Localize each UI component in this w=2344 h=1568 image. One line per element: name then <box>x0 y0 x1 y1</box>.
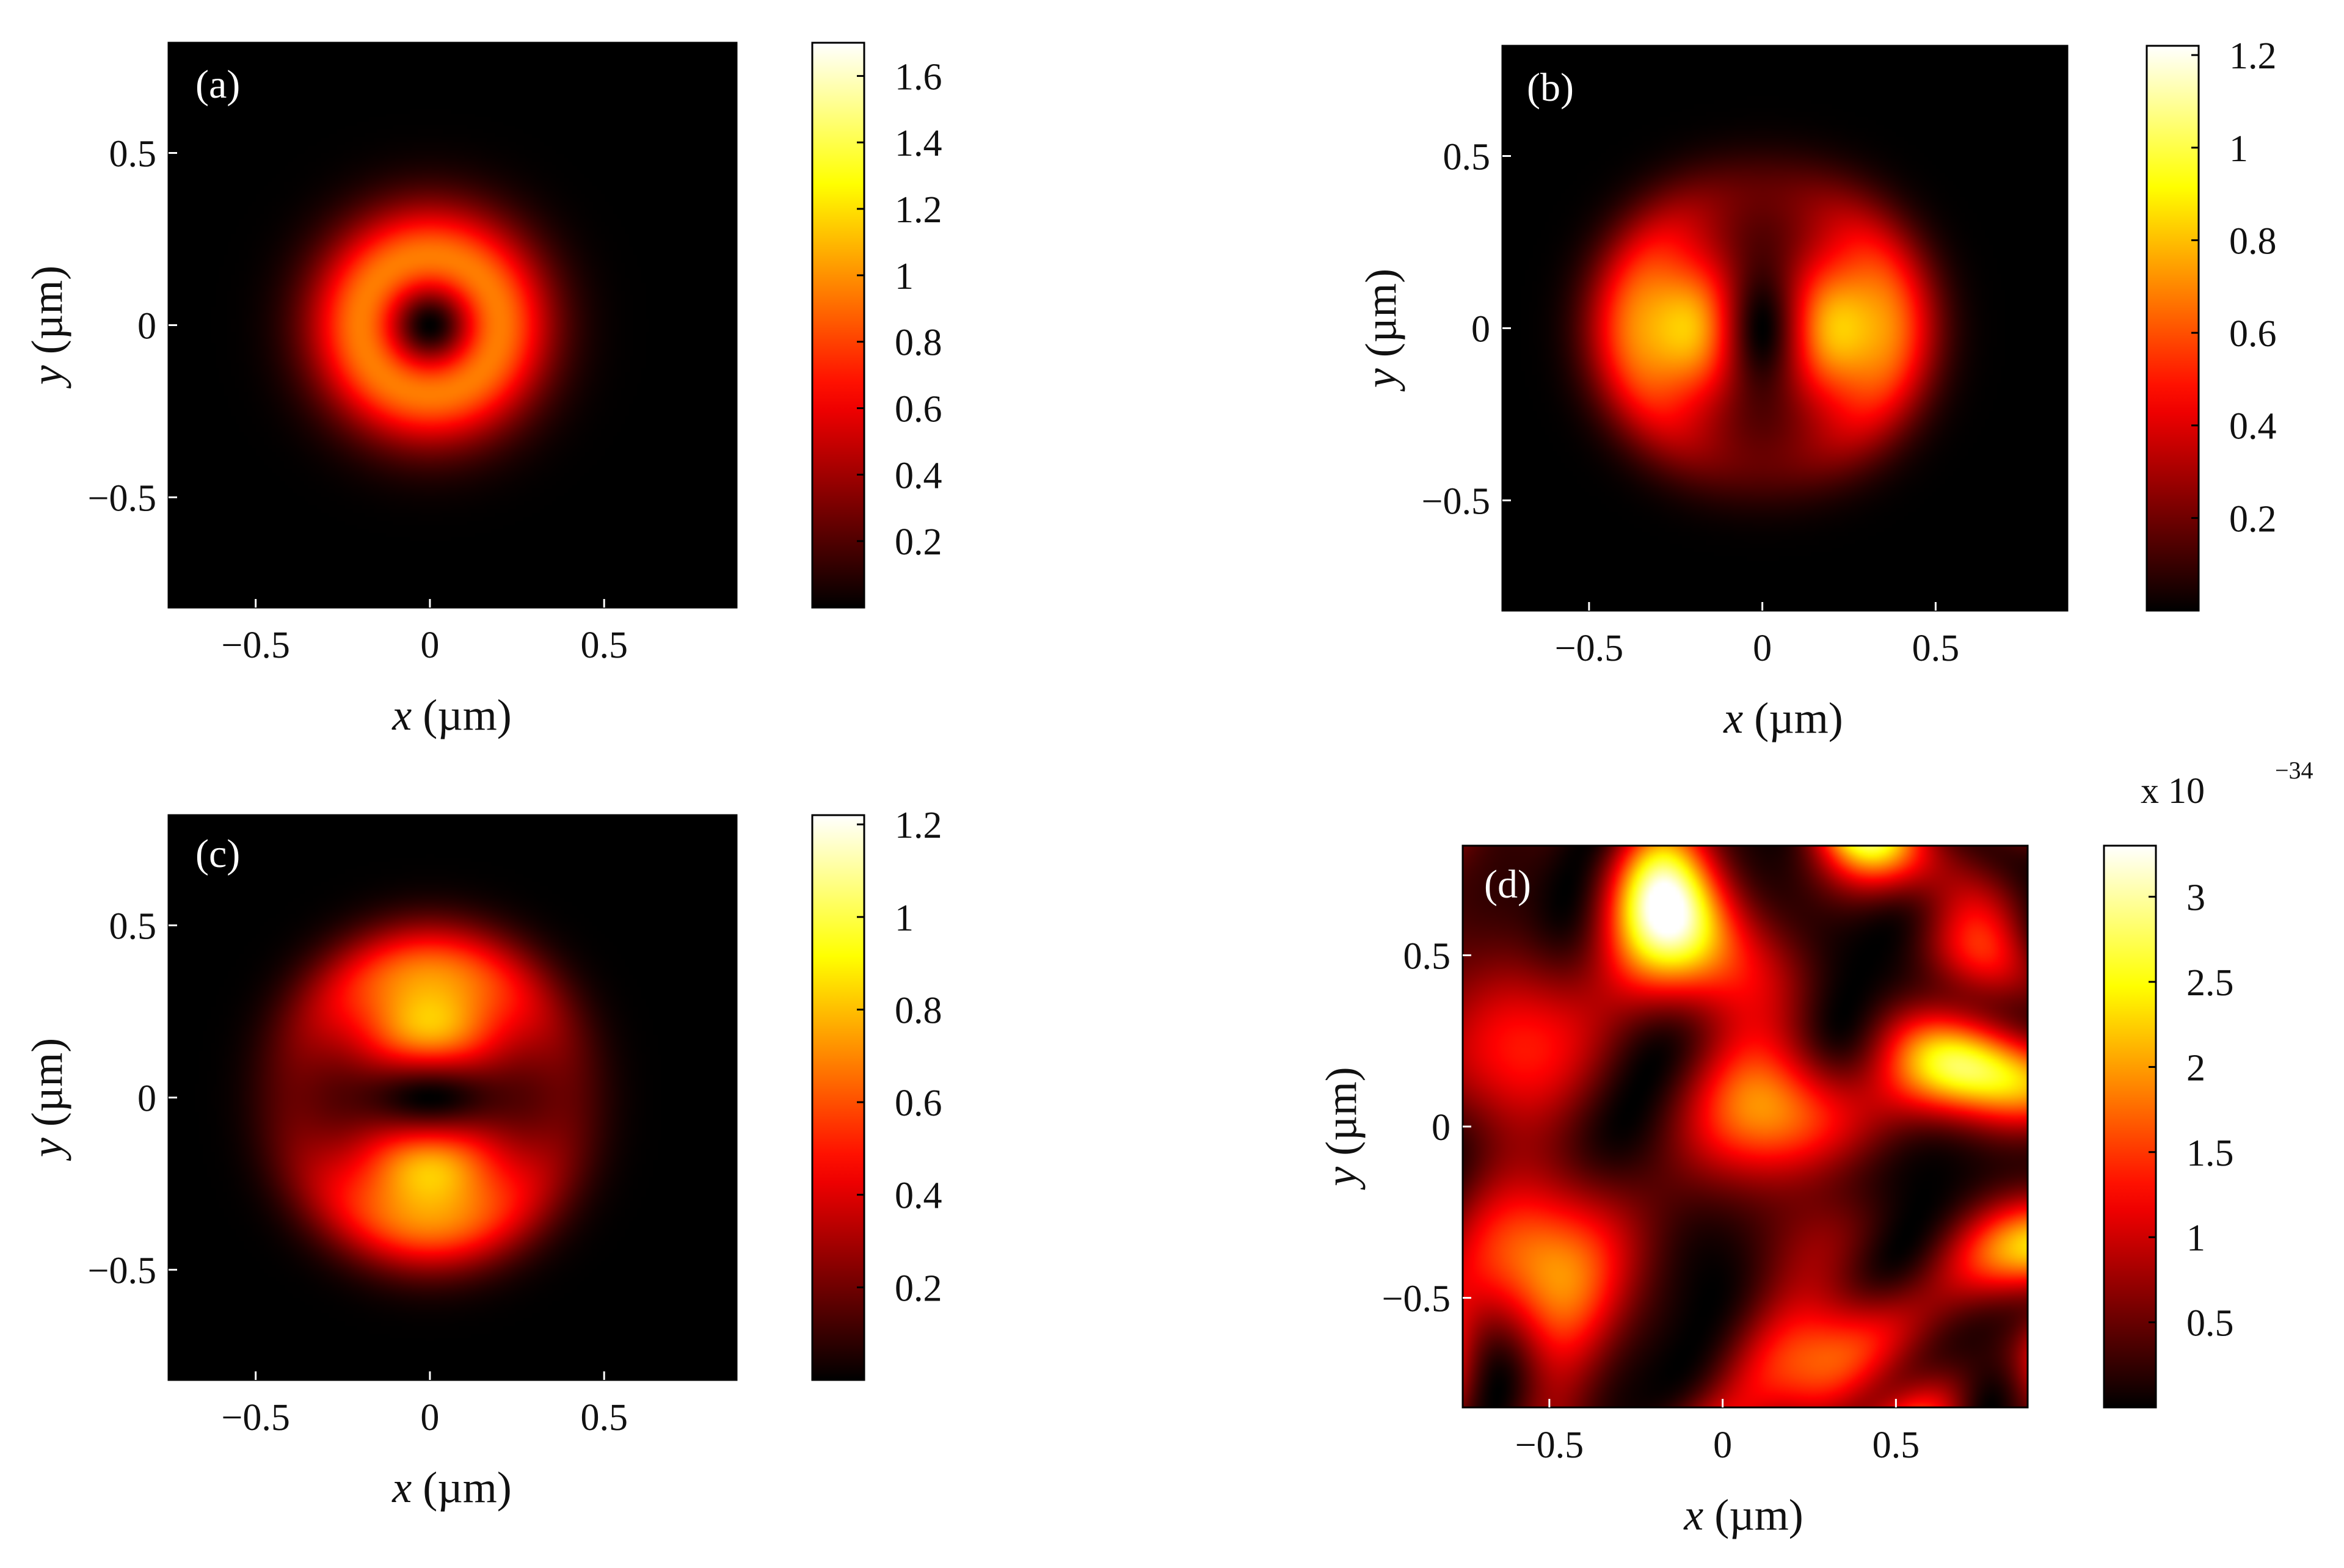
colorbar-tick-label: 0.8 <box>895 322 942 364</box>
colorbar-tick-label: 0.6 <box>2229 313 2277 355</box>
colorbar-tick-label: 0.5 <box>2186 1303 2234 1345</box>
colorbar-tick-label: 3 <box>2186 877 2205 919</box>
x-tick-label: 0.5 <box>580 625 628 666</box>
colorbar-tick-label: 0.4 <box>2229 406 2277 448</box>
panel-b: −0.5 0 0.5−0.500.5x (µm)y (µm)(b)0.20.40.6… <box>1356 35 2277 742</box>
x-axis-label: x (µm) <box>1723 694 1843 742</box>
y-tick-label: −0.5 <box>1382 1278 1450 1319</box>
y-tick-label: 0.5 <box>109 133 157 175</box>
colorbar-tick-label: 0.6 <box>895 1083 942 1124</box>
colorbar-tick-label: 0.4 <box>895 455 942 496</box>
colorbar-tick-label: 2 <box>2186 1047 2205 1089</box>
colorbar-tick-label: 0.8 <box>2229 220 2277 262</box>
x-axis-var: x <box>1723 694 1743 742</box>
y-axis-label: y (µm) <box>1356 269 1405 392</box>
x-tick-label: 0 <box>1753 628 1772 669</box>
x-tick-label: 0.5 <box>1912 628 1960 669</box>
x-axis-var: x <box>391 691 412 739</box>
y-tick-label: 0.5 <box>109 906 157 947</box>
colorbar-tick-label: 0.2 <box>895 1268 942 1309</box>
colorbar-tick-label: 2.5 <box>2186 962 2234 1004</box>
heatmap-image <box>1502 46 2067 611</box>
y-tick-label: −0.5 <box>88 478 156 520</box>
x-tick-label: 0 <box>420 625 439 666</box>
colorbar-tick-label: 1.2 <box>2229 35 2277 77</box>
colorbar-tick-label: 0.2 <box>2229 498 2277 540</box>
y-tick-label: 0 <box>137 1078 156 1120</box>
colorbar-tick-label: 1.4 <box>895 123 942 164</box>
panel-label: (b) <box>1527 65 1574 110</box>
colorbar-tick-label: 1 <box>895 256 914 297</box>
y-axis-label: y (µm) <box>23 1038 71 1161</box>
colorbar <box>811 42 865 609</box>
panel-d: −0.5 0 0.5−0.500.5x (µm)y (µm)(d)0.511.522… <box>1317 757 2313 1539</box>
x-axis-label: x (µm) <box>391 1463 511 1512</box>
heatmap-image <box>169 815 737 1380</box>
colorbar-tick-label: 1 <box>2229 128 2248 170</box>
y-axis-label: y (µm) <box>23 266 71 389</box>
y-tick-label: 0 <box>1432 1107 1450 1149</box>
y-axis-label: y (µm) <box>1317 1067 1366 1190</box>
colorbar-tick-label: 1.2 <box>895 189 942 231</box>
y-tick-label: −0.5 <box>1422 481 1490 523</box>
y-axis-var: y <box>1317 1167 1366 1191</box>
x-tick-label: 0 <box>420 1397 439 1439</box>
colorbar-tick-label: 1.6 <box>895 56 942 98</box>
colorbar <box>2146 45 2200 612</box>
x-axis-unit: (µm) <box>412 1463 511 1512</box>
x-axis-var: x <box>391 1463 412 1512</box>
panel-a: −0.5 0 0.5−0.500.5x (µm)y (µm)(a)0.20.40.6… <box>23 42 942 739</box>
y-axis-unit: (µm) <box>23 266 71 365</box>
colorbar-tick-label: 1 <box>895 898 914 939</box>
colorbar-tick-label: 0.8 <box>895 990 942 1031</box>
panel-label: (d) <box>1484 862 1531 907</box>
panel-label: (a) <box>195 62 240 107</box>
y-tick-label: 0.5 <box>1403 936 1451 978</box>
colorbar-tick-label: 1.5 <box>2186 1133 2234 1174</box>
colorbar-tick-label: 1.2 <box>895 805 942 846</box>
colorbar-exponent-power: −34 <box>2275 757 2313 784</box>
y-axis-unit: (µm) <box>23 1038 71 1138</box>
y-tick-label: 0 <box>1471 309 1490 350</box>
y-axis-var: y <box>23 365 71 389</box>
y-tick-label: 0.5 <box>1443 136 1491 178</box>
y-axis-unit: (µm) <box>1356 269 1405 368</box>
colorbar-tick-label: 0.4 <box>895 1175 942 1217</box>
colorbar-exponent-label: x 10 <box>2141 771 2205 811</box>
x-tick-label: −0.5 <box>221 625 289 666</box>
colorbar-tick-label: 1 <box>2186 1218 2205 1259</box>
y-tick-label: −0.5 <box>88 1250 156 1292</box>
panel-c: −0.5 0 0.5−0.500.5x (µm)y (µm)(c)0.20.40.6… <box>23 805 942 1512</box>
x-axis-label: x (µm) <box>1683 1490 1803 1539</box>
y-axis-unit: (µm) <box>1317 1067 1366 1166</box>
colorbar <box>811 814 865 1381</box>
x-axis-unit: (µm) <box>1703 1490 1803 1539</box>
x-tick-label: −0.5 <box>1515 1425 1584 1466</box>
x-tick-label: 0 <box>1713 1425 1732 1466</box>
y-axis-var: y <box>1356 368 1405 392</box>
y-axis-var: y <box>23 1138 71 1161</box>
colorbar-tick-label: 0.6 <box>895 389 942 430</box>
x-axis-label: x (µm) <box>391 691 511 739</box>
x-tick-label: −0.5 <box>221 1397 289 1439</box>
colorbar-tick-label: 0.2 <box>895 521 942 563</box>
y-tick-label: 0 <box>137 306 156 347</box>
x-tick-label: 0.5 <box>1873 1425 1920 1466</box>
colorbar <box>2103 844 2157 1409</box>
x-axis-unit: (µm) <box>412 691 511 739</box>
heatmap-image <box>169 43 737 608</box>
panel-label: (c) <box>195 832 240 876</box>
x-axis-unit: (µm) <box>1743 694 1843 742</box>
x-tick-label: 0.5 <box>580 1397 628 1439</box>
x-tick-label: −0.5 <box>1555 628 1623 669</box>
heatmap-image <box>1463 846 2028 1407</box>
x-axis-var: x <box>1683 1490 1703 1539</box>
